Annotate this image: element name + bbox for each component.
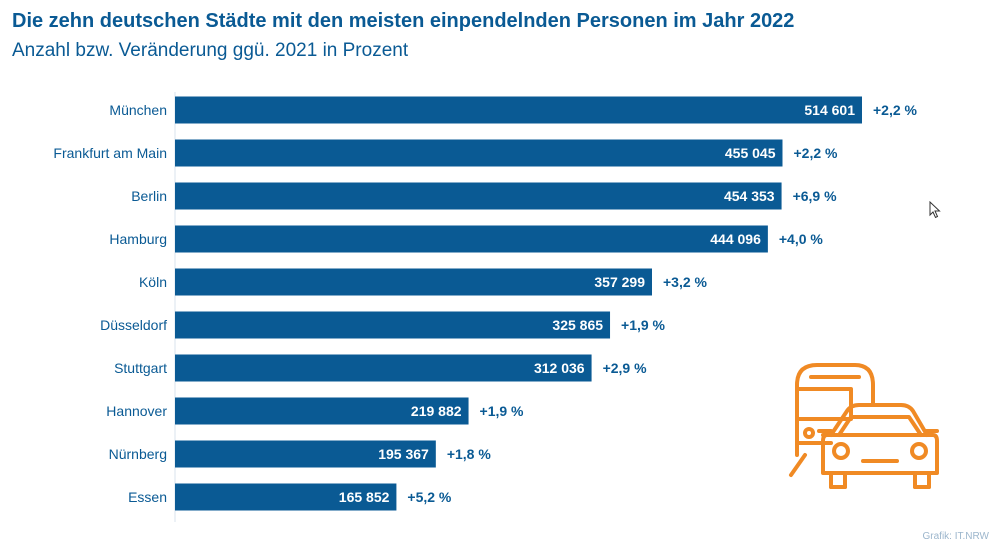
category-label: Berlin [131,188,167,204]
bar [175,397,469,425]
bar [175,440,436,468]
value-label: 165 852 [339,489,390,505]
change-label: +3,2 % [663,274,708,290]
category-label: Stuttgart [114,360,167,376]
value-label: 455 045 [725,145,776,161]
category-label: Düsseldorf [100,317,167,333]
change-label: +6,9 % [793,188,838,204]
bar [175,225,768,253]
bar [175,268,652,296]
value-label: 219 882 [411,403,462,419]
value-label: 444 096 [710,231,761,247]
mouse-cursor-icon [929,200,941,219]
bars-group: München 514 601 +2,2 % Frankfurt am Main 455… [53,96,918,511]
value-label: 454 353 [724,188,775,204]
value-label: 357 299 [594,274,645,290]
value-label: 325 865 [552,317,603,333]
change-label: +2,2 % [873,102,918,118]
change-label: +1,8 % [447,446,492,462]
bar [175,354,592,382]
bar [175,96,862,124]
bar [175,182,782,210]
chart-subtitle: Anzahl bzw. Veränderung ggü. 2021 in Pro… [12,40,409,61]
bar [175,311,611,339]
category-label: Köln [139,274,167,290]
value-label: 195 367 [378,446,429,462]
value-label: 312 036 [534,360,585,376]
source-note: Grafik: IT.NRW [922,531,989,542]
category-label: Hamburg [109,231,167,247]
category-label: Essen [128,489,167,505]
change-label: +2,2 % [793,145,838,161]
bar [175,483,397,511]
change-label: +2,9 % [603,360,648,376]
change-label: +1,9 % [480,403,525,419]
chart-title: Die zehn deutschen Städte mit den meiste… [12,10,795,32]
change-label: +4,0 % [779,231,824,247]
category-label: München [109,102,167,118]
train-and-car-icon [775,355,940,495]
value-label: 514 601 [804,102,855,118]
category-label: Hannover [106,403,167,419]
bar [175,139,783,167]
category-label: Nürnberg [109,446,167,462]
change-label: +1,9 % [621,317,666,333]
change-label: +5,2 % [407,489,452,505]
category-label: Frankfurt am Main [53,145,167,161]
